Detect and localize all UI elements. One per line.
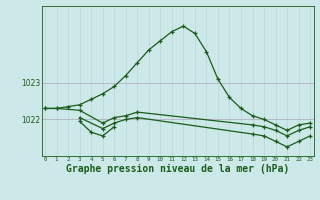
X-axis label: Graphe pression niveau de la mer (hPa): Graphe pression niveau de la mer (hPa) [66,164,289,174]
